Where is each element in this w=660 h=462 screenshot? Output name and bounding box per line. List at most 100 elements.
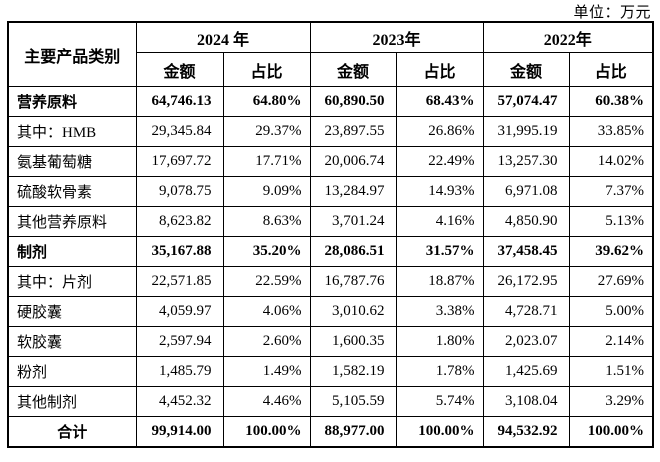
ratio-cell: 26.86% [395, 116, 484, 147]
table-row: 其中：片剂 22,571.85 22.59% 16,787.76 18.87% 26,17… [7, 266, 654, 297]
year-header-2023: 2023年 [309, 21, 484, 53]
ratio-cell: 2.60% [222, 326, 311, 357]
table-row: 硫酸软骨素 9,078.75 9.09% 13,284.97 14.93% 6,971.0… [7, 176, 654, 207]
ratio-cell: 29.37% [222, 116, 311, 147]
ratio-cell: 33.85% [568, 116, 654, 147]
product-revenue-table: 主要产品类别 2024 年 2023年 2022年 金额 占比 金额 占比 金额… [7, 21, 654, 448]
table-row: 其他制剂 4,452.32 4.46% 5,105.59 5.74% 3,108.04 3.… [7, 386, 654, 417]
table-row: 其他营养原料 8,623.82 8.63% 3,701.24 4.16% 4,850.90… [7, 206, 654, 237]
amount-cell: 3,108.04 [482, 386, 570, 417]
row-label: 粉剂 [7, 356, 137, 387]
ratio-cell: 4.46% [222, 386, 311, 417]
table-row: 营养原料 64,746.13 64.80% 60,890.50 68.43% 57,074… [7, 86, 654, 117]
ratio-cell: 2.14% [568, 326, 654, 357]
ratio-cell: 22.59% [222, 266, 311, 297]
amount-cell: 4,850.90 [482, 206, 570, 237]
ratio-cell: 14.02% [568, 146, 654, 177]
ratio-cell: 5.74% [395, 386, 484, 417]
amount-cell: 57,074.47 [482, 86, 570, 117]
amount-cell: 28,086.51 [309, 236, 397, 267]
table-row: 硬胶囊 4,059.97 4.06% 3,010.62 3.38% 4,728.71 5.0… [7, 296, 654, 327]
year-header-2024: 2024 年 [135, 21, 311, 53]
subheader-row: 金额 占比 金额 占比 金额 占比 [8, 52, 654, 87]
ratio-header-2024: 占比 [222, 52, 311, 87]
amount-cell: 5,105.59 [309, 386, 397, 417]
amount-cell: 2,023.07 [482, 326, 570, 357]
amount-cell: 16,787.76 [309, 266, 397, 297]
table-row: 制剂 35,167.88 35.20% 28,086.51 31.57% 37,458.4… [7, 236, 654, 267]
row-label: 其中：片剂 [7, 266, 137, 297]
table-body: 营养原料 64,746.13 64.80% 60,890.50 68.43% 57,074… [7, 86, 654, 448]
amount-cell: 88,977.00 [309, 416, 397, 448]
ratio-cell: 14.93% [395, 176, 484, 207]
amount-cell: 94,532.92 [482, 416, 570, 448]
ratio-cell: 5.00% [568, 296, 654, 327]
ratio-cell: 8.63% [222, 206, 311, 237]
ratio-header-2023: 占比 [395, 52, 484, 87]
amount-cell: 20,006.74 [309, 146, 397, 177]
ratio-cell: 17.71% [222, 146, 311, 177]
ratio-cell: 4.06% [222, 296, 311, 327]
ratio-cell: 4.16% [395, 206, 484, 237]
amount-cell: 4,452.32 [135, 386, 224, 417]
ratio-cell: 1.49% [222, 356, 311, 387]
amount-cell: 2,597.94 [135, 326, 224, 357]
amount-cell: 29,345.84 [135, 116, 224, 147]
row-label: 制剂 [7, 236, 137, 267]
amount-cell: 60,890.50 [309, 86, 397, 117]
amount-cell: 64,746.13 [135, 86, 224, 117]
ratio-cell: 3.29% [568, 386, 654, 417]
ratio-cell: 9.09% [222, 176, 311, 207]
amount-cell: 13,284.97 [309, 176, 397, 207]
ratio-cell: 31.57% [395, 236, 484, 267]
table-header: 主要产品类别 2024 年 2023年 2022年 金额 占比 金额 占比 金额… [7, 21, 654, 87]
row-label: 硫酸软骨素 [7, 176, 137, 207]
amount-cell: 1,485.79 [135, 356, 224, 387]
row-label: 软胶囊 [7, 326, 137, 357]
ratio-cell: 5.13% [568, 206, 654, 237]
amount-cell: 1,582.19 [309, 356, 397, 387]
amount-header-2024: 金额 [135, 52, 224, 87]
ratio-cell: 1.80% [395, 326, 484, 357]
ratio-cell: 35.20% [222, 236, 311, 267]
ratio-cell: 1.51% [568, 356, 654, 387]
table-row: 其中：HMB 29,345.84 29.37% 23,897.55 26.86% 31,9… [7, 116, 654, 147]
amount-header-2022: 金额 [482, 52, 570, 87]
row-label: 硬胶囊 [7, 296, 137, 327]
amount-cell: 9,078.75 [135, 176, 224, 207]
row-label: 其他营养原料 [7, 206, 137, 237]
ratio-cell: 39.62% [568, 236, 654, 267]
ratio-cell: 100.00% [222, 416, 311, 448]
amount-cell: 99,914.00 [135, 416, 224, 448]
ratio-cell: 3.38% [395, 296, 484, 327]
year-header-2022: 2022年 [482, 21, 654, 53]
ratio-cell: 18.87% [395, 266, 484, 297]
ratio-cell: 68.43% [395, 86, 484, 117]
amount-cell: 8,623.82 [135, 206, 224, 237]
amount-cell: 3,701.24 [309, 206, 397, 237]
amount-cell: 31,995.19 [482, 116, 570, 147]
amount-header-2023: 金额 [309, 52, 397, 87]
table-row: 氨基葡萄糖 17,697.72 17.71% 20,006.74 22.49% 13,25… [7, 146, 654, 177]
amount-cell: 1,600.35 [309, 326, 397, 357]
row-label: 营养原料 [7, 86, 137, 117]
amount-cell: 37,458.45 [482, 236, 570, 267]
amount-cell: 3,010.62 [309, 296, 397, 327]
ratio-cell: 64.80% [222, 86, 311, 117]
amount-cell: 1,425.69 [482, 356, 570, 387]
unit-label: 单位：万元 [573, 5, 651, 21]
row-label: 氨基葡萄糖 [7, 146, 137, 177]
row-label: 其中：HMB [7, 116, 137, 147]
amount-cell: 26,172.95 [482, 266, 570, 297]
amount-cell: 23,897.55 [309, 116, 397, 147]
table-row: 软胶囊 2,597.94 2.60% 1,600.35 1.80% 2,023.07 2.1… [7, 326, 654, 357]
total-row: 合计 99,914.00 100.00% 88,977.00 100.00% 94,532… [7, 416, 654, 448]
amount-cell: 4,059.97 [135, 296, 224, 327]
amount-cell: 13,257.30 [482, 146, 570, 177]
row-label: 其他制剂 [7, 386, 137, 417]
ratio-cell: 7.37% [568, 176, 654, 207]
ratio-cell: 22.49% [395, 146, 484, 177]
ratio-cell: 100.00% [395, 416, 484, 448]
amount-cell: 4,728.71 [482, 296, 570, 327]
amount-cell: 35,167.88 [135, 236, 224, 267]
